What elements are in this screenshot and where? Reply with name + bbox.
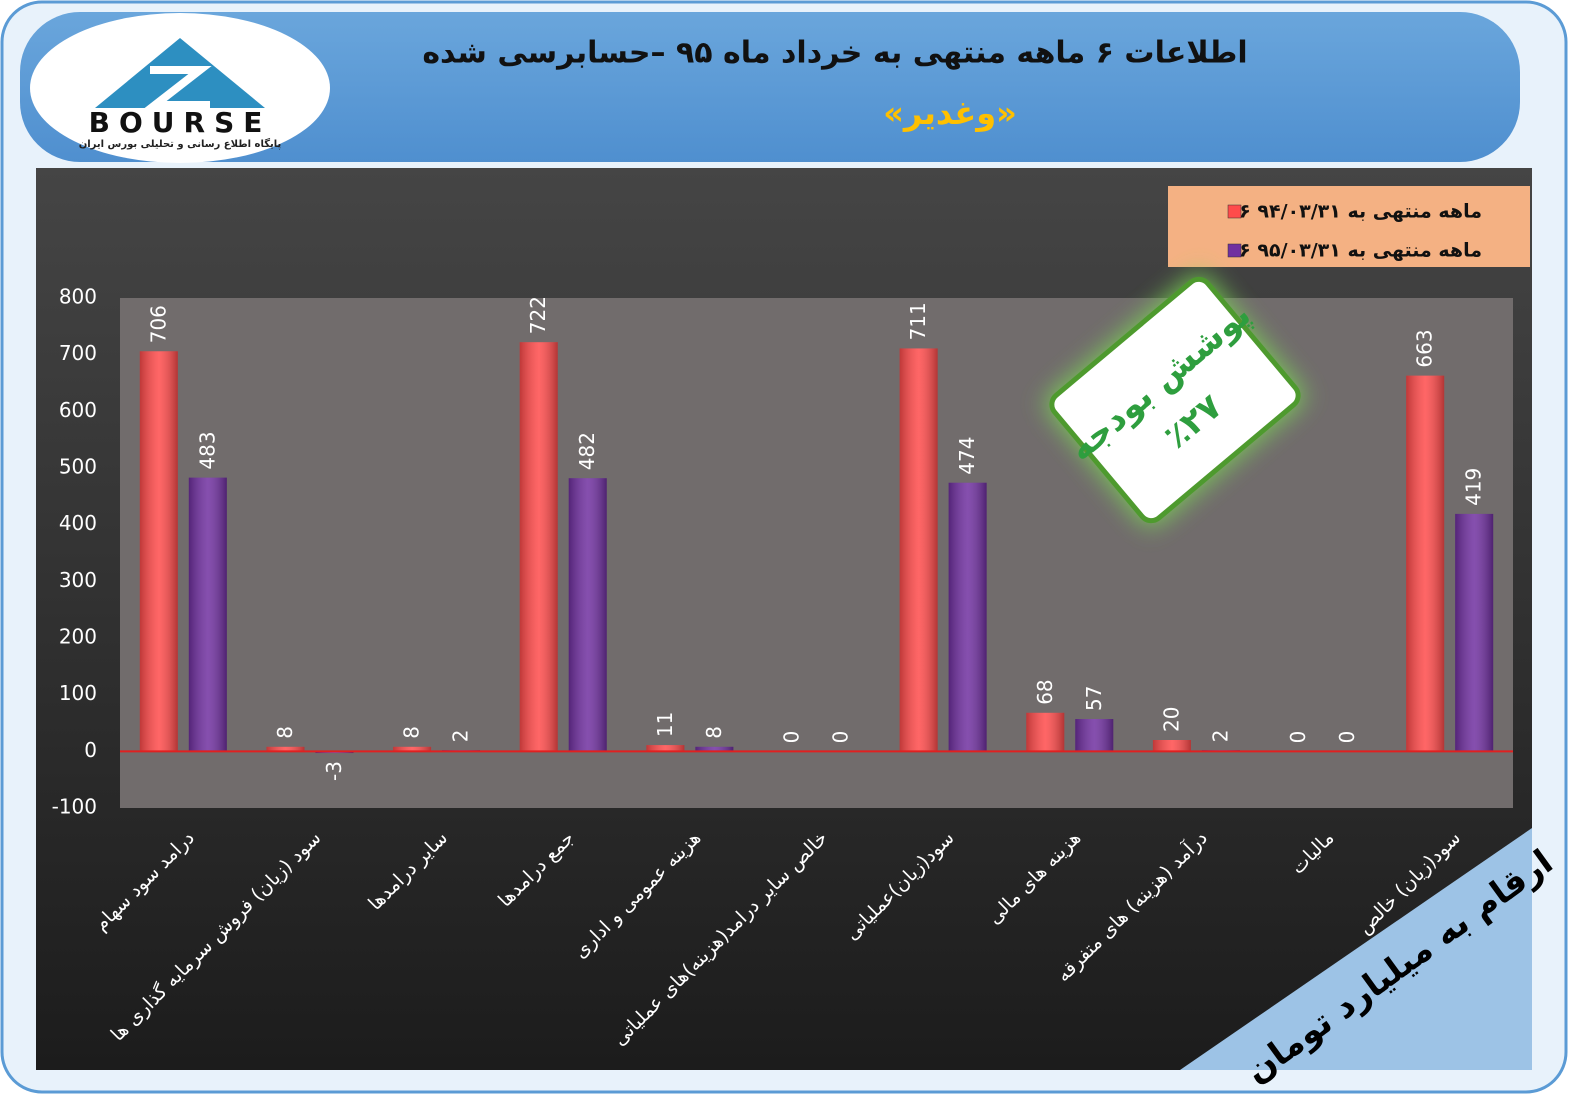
page-title: اطلاعات ۶ ماهه منتهی به خرداد ماه ۹۵ –حس…	[422, 36, 1247, 71]
legend-swatch	[1227, 243, 1242, 258]
y-tick-label: 0	[84, 738, 97, 762]
note-corner	[1180, 828, 1532, 1070]
data-label: 706	[146, 305, 170, 343]
data-label: 482	[575, 432, 599, 470]
data-label: 20	[1159, 707, 1183, 732]
header-bar	[20, 12, 1520, 162]
data-label: 68	[1033, 679, 1057, 704]
data-label: 663	[1413, 329, 1437, 367]
data-label: 2	[1208, 729, 1232, 742]
data-label: 0	[829, 731, 853, 744]
data-label: 2	[449, 729, 473, 742]
data-label: 0	[780, 731, 804, 744]
y-tick-label: 400	[59, 511, 97, 535]
badge: پوشش بودجه ٪۲۷	[1045, 273, 1305, 527]
y-tick-label: 700	[59, 341, 97, 365]
y-tick-label: 200	[59, 625, 97, 649]
bar-shade	[695, 746, 734, 752]
bar-shade	[1406, 375, 1445, 752]
bar-shade	[646, 745, 685, 752]
y-tick-label: 800	[59, 285, 97, 309]
badge-box	[1049, 276, 1301, 524]
data-label: 474	[955, 437, 979, 475]
bar-shade	[1152, 740, 1191, 752]
data-label: 8	[702, 726, 726, 739]
logo-digits	[143, 66, 212, 109]
page-subtitle: «وغدیر»	[883, 94, 1017, 132]
legend-swatch	[1227, 204, 1242, 219]
data-label: 0	[1335, 731, 1359, 744]
bar-shade	[568, 478, 607, 752]
bar-shade	[139, 351, 178, 752]
y-tick-label: 100	[59, 681, 97, 705]
legend-label: ۶ ماهه منتهی به ۹۵/۰۳/۳۱	[1239, 240, 1482, 262]
data-label: 0	[1286, 731, 1310, 744]
bar-shade	[266, 746, 305, 752]
bar-shade	[899, 348, 938, 752]
data-label: 8	[273, 726, 297, 739]
data-label: 711	[906, 302, 930, 340]
logo-tagline: پایگاه اطلاع رسانی و تحلیلی بورس ایران	[79, 137, 282, 150]
data-label: 8	[400, 726, 424, 739]
bar-shade	[393, 746, 432, 752]
y-tick-label: 300	[59, 568, 97, 592]
bar-shade	[948, 482, 987, 752]
y-tick-label: 500	[59, 455, 97, 479]
data-label: 11	[653, 712, 677, 737]
legend-label: ۶ ماهه منتهی به ۹۴/۰۳/۳۱	[1239, 201, 1482, 223]
bar-shade	[1075, 719, 1114, 752]
bar-shade	[188, 477, 227, 752]
bar-shade	[519, 342, 558, 752]
data-label: 419	[1462, 468, 1486, 506]
data-label: -3	[322, 761, 346, 781]
logo-name: BOURSE	[89, 106, 272, 139]
data-label: 57	[1082, 686, 1106, 711]
data-label: 722	[526, 296, 550, 334]
y-tick-label: 600	[59, 398, 97, 422]
y-tick-label: -100	[52, 795, 97, 819]
bar-shade	[1026, 712, 1065, 752]
data-label: 483	[195, 431, 219, 469]
bar-shade	[1455, 513, 1494, 752]
